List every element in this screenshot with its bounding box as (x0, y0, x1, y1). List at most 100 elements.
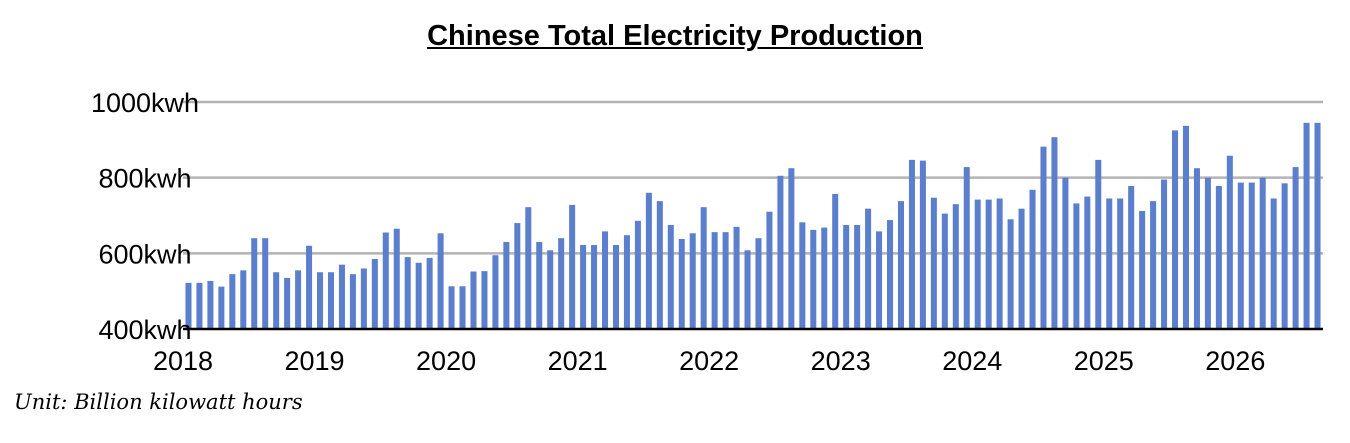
bar (711, 232, 718, 329)
bar (1161, 179, 1168, 329)
bar (821, 227, 828, 329)
bar (755, 238, 762, 329)
bar (185, 282, 192, 329)
bar (251, 238, 258, 329)
bar (667, 224, 674, 329)
bar (382, 232, 389, 329)
bar (843, 224, 850, 329)
bar (547, 250, 554, 329)
y-tick-label: 400kwh (98, 315, 191, 345)
bar (1172, 130, 1179, 329)
bar (766, 211, 773, 329)
bar (1062, 177, 1069, 329)
bar (1040, 146, 1047, 329)
bar (306, 245, 313, 329)
bar (1182, 125, 1189, 330)
x-tick-label: 2024 (942, 346, 1002, 376)
bar (196, 282, 203, 329)
bar (317, 272, 324, 329)
bar (349, 274, 356, 329)
bar (996, 198, 1003, 329)
chart-title: Chinese Total Electricity Production (427, 20, 923, 52)
bar (591, 245, 598, 329)
bar (930, 197, 937, 329)
bar (1051, 137, 1058, 329)
bar (514, 223, 521, 329)
bar (284, 277, 291, 329)
bar (415, 262, 422, 329)
bar (580, 245, 587, 329)
bar (437, 233, 444, 329)
bar (941, 213, 948, 329)
bar (908, 159, 915, 329)
bar (1281, 183, 1288, 329)
y-tick-label: 800kwh (98, 164, 191, 194)
bar (459, 286, 466, 329)
bar (1248, 182, 1255, 329)
bar (1139, 210, 1146, 329)
bar (887, 220, 894, 329)
bar (229, 274, 236, 329)
x-tick-label: 2020 (416, 346, 476, 376)
bar (733, 226, 740, 329)
bar (1128, 185, 1135, 329)
bar (1314, 122, 1321, 329)
bar (1226, 155, 1233, 329)
bar (1259, 177, 1266, 329)
bar (1095, 159, 1102, 329)
bar (1073, 203, 1080, 329)
x-tick-label: 2018 (153, 346, 213, 376)
bar (536, 241, 543, 329)
unit-note: Unit: Billion kilowatt hours (14, 390, 303, 414)
bar (262, 238, 269, 329)
bar (810, 229, 817, 329)
bar (492, 255, 499, 329)
bar (854, 224, 861, 329)
bar (371, 259, 378, 329)
bar (612, 245, 619, 329)
bar (327, 272, 334, 329)
y-tick-label: 1000kwh (91, 88, 199, 118)
bar (865, 208, 872, 329)
bar (1106, 198, 1113, 329)
bar (525, 207, 532, 329)
bar (1029, 189, 1036, 329)
bar (1303, 122, 1310, 329)
bar (426, 257, 433, 329)
bar (602, 231, 609, 329)
bar (1215, 185, 1222, 329)
bar (777, 175, 784, 329)
bar (623, 235, 630, 329)
y-tick-label: 600kwh (98, 239, 191, 269)
bar (1018, 208, 1025, 329)
bar (393, 228, 400, 329)
bar (974, 199, 981, 329)
bar (799, 222, 806, 329)
bar (744, 250, 751, 329)
bar (207, 280, 214, 329)
bar (645, 192, 652, 329)
x-tick-label: 2021 (548, 346, 608, 376)
bar (1150, 201, 1157, 329)
x-tick-label: 2026 (1205, 346, 1265, 376)
bar (1117, 198, 1124, 329)
bar (876, 231, 883, 329)
bar (240, 270, 247, 329)
bar (963, 167, 970, 329)
bar (558, 238, 565, 329)
bar (1007, 219, 1014, 329)
bar (360, 268, 367, 329)
x-tick-label: 2025 (1074, 346, 1134, 376)
bar (985, 199, 992, 329)
bar (919, 160, 926, 329)
bar (295, 270, 302, 329)
bar (569, 204, 576, 329)
bar (338, 264, 345, 329)
bar (689, 233, 696, 329)
bar (897, 201, 904, 329)
bar (656, 201, 663, 329)
bar (1204, 177, 1211, 329)
bar (404, 257, 411, 329)
